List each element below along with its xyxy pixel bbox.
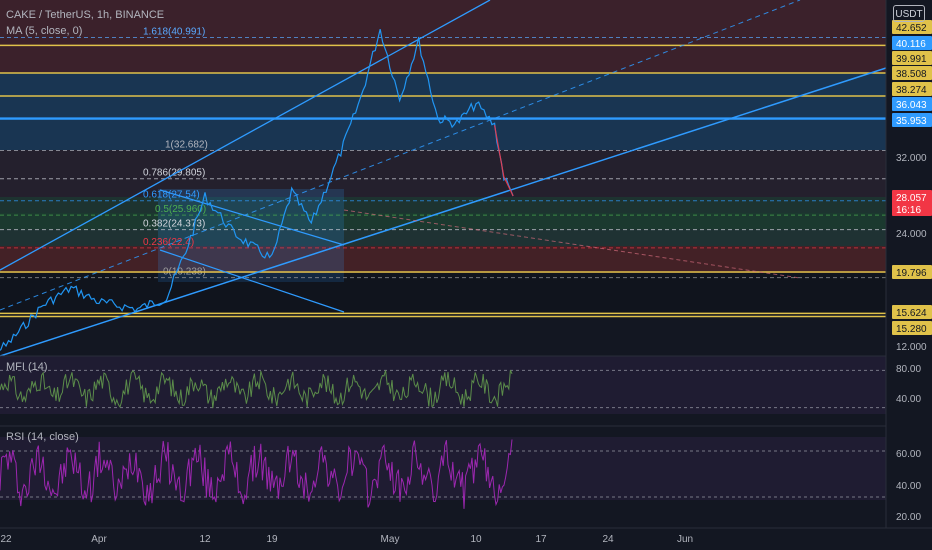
zone-fib-0382	[0, 229, 886, 246]
time-tick-1: Apr	[91, 534, 107, 545]
mfi-line	[0, 369, 513, 409]
zone-fib-0236	[0, 246, 886, 273]
price-tag-text-2: 39.991	[896, 54, 927, 65]
mfi-background	[0, 356, 886, 414]
horizontal-lines	[0, 44, 886, 318]
mfi-tick-0: 80.00	[896, 364, 921, 375]
price-tag-8	[892, 202, 932, 216]
time-tick-8: Jun	[677, 534, 693, 545]
mfi-title: MFI (14)	[6, 361, 48, 373]
price-tag-text-0: 42.652	[896, 23, 927, 34]
channel-upper	[0, 0, 491, 271]
symbol-title: CAKE / TetherUS, 1h, BINANCE	[6, 9, 165, 21]
fib-label-5: 0.382(24.373)	[143, 219, 205, 230]
price-tag-text-7: 28.057	[896, 193, 927, 204]
fib-label-4: 0.5(25.960)	[155, 204, 206, 215]
time-tick-5: 10	[470, 534, 482, 545]
zone-blue-upper	[0, 73, 886, 150]
price-tag-text-5: 36.043	[896, 100, 927, 111]
price-tag-7	[892, 190, 932, 204]
price-axis[interactable]: 12.00016.00024.00032.00042.65240.11639.9…	[885, 0, 932, 550]
price-tag-text-11: 15.280	[896, 324, 927, 335]
price-line	[0, 29, 514, 352]
price-tag-4	[892, 82, 932, 96]
time-tick-3: 19	[266, 534, 278, 545]
price-tag-5	[892, 97, 932, 111]
price-tag-text-1: 40.116	[896, 39, 926, 50]
price-tag-text-8: 16:16	[896, 205, 921, 216]
time-tick-2: 12	[199, 534, 211, 545]
fib-label-1: 1(32.682)	[165, 139, 208, 150]
price-tag-text-3: 38.508	[896, 69, 927, 80]
price-tag-0	[892, 20, 932, 34]
price-tick-2: 24.000	[896, 229, 927, 240]
price-tag-text-9: 19.796	[896, 268, 927, 279]
price-tag-text-4: 38.274	[896, 85, 927, 96]
zone-fib-1	[0, 150, 886, 197]
price-tag-text-10: 15.624	[896, 308, 927, 319]
rsi-pane: RSI (14, close)	[0, 425, 886, 509]
fibonacci-retracement: 1.618(40.991) 1(32.682) 0.786(29.805) 0.618…	[0, 26, 886, 279]
fib-label-6: 0.236(22.4)	[143, 237, 194, 248]
rsi-background	[0, 437, 886, 500]
mfi-tick-1: 40.00	[896, 394, 921, 405]
price-tag-9	[892, 265, 932, 279]
time-tick-0: 22	[0, 534, 12, 545]
background-zones	[0, 0, 886, 500]
price-tag-text-6: 35.953	[896, 116, 927, 127]
price-tick-0: 12.000	[896, 342, 927, 353]
price-tag-1	[892, 36, 932, 50]
ma-legend[interactable]: MA (5, close, 0)	[6, 25, 83, 37]
price-tag-6	[892, 113, 932, 127]
price-tag-10	[892, 305, 932, 319]
time-tick-7: 24	[602, 534, 614, 545]
price-tag-3	[892, 66, 932, 80]
fib-label-0: 1.618(40.991)	[143, 26, 205, 37]
flag-upper	[159, 189, 345, 246]
price-tick-3: 32.000	[896, 153, 927, 164]
channel-mid	[0, 0, 801, 311]
rsi-tick-2: 20.00	[896, 512, 921, 523]
rsi-tick-1: 40.00	[896, 481, 921, 492]
rsi-line	[0, 439, 513, 509]
fib-label-3: 0.618(27.54)	[143, 190, 200, 201]
time-tick-4: May	[381, 534, 400, 545]
price-tag-2	[892, 51, 932, 65]
zone-lower	[0, 273, 886, 313]
flag-lower	[159, 249, 345, 313]
zone-top-red	[0, 0, 886, 73]
fib-label-2: 0.786(29.805)	[143, 168, 205, 179]
time-tick-6: 17	[535, 534, 547, 545]
currency-unit-badge[interactable]: USDT	[893, 5, 925, 22]
rsi-title: RSI (14, close)	[6, 431, 79, 443]
price-tail	[493, 125, 514, 197]
mfi-pane: MFI (14)	[0, 355, 886, 409]
price-series	[0, 29, 514, 352]
price-tag-11	[892, 321, 932, 335]
rsi-tick-0: 60.00	[896, 449, 921, 460]
zone-fib-0618	[0, 197, 886, 213]
time-axis[interactable]: 22 Apr 12 19 May 10 17 24 Jun	[0, 527, 932, 545]
